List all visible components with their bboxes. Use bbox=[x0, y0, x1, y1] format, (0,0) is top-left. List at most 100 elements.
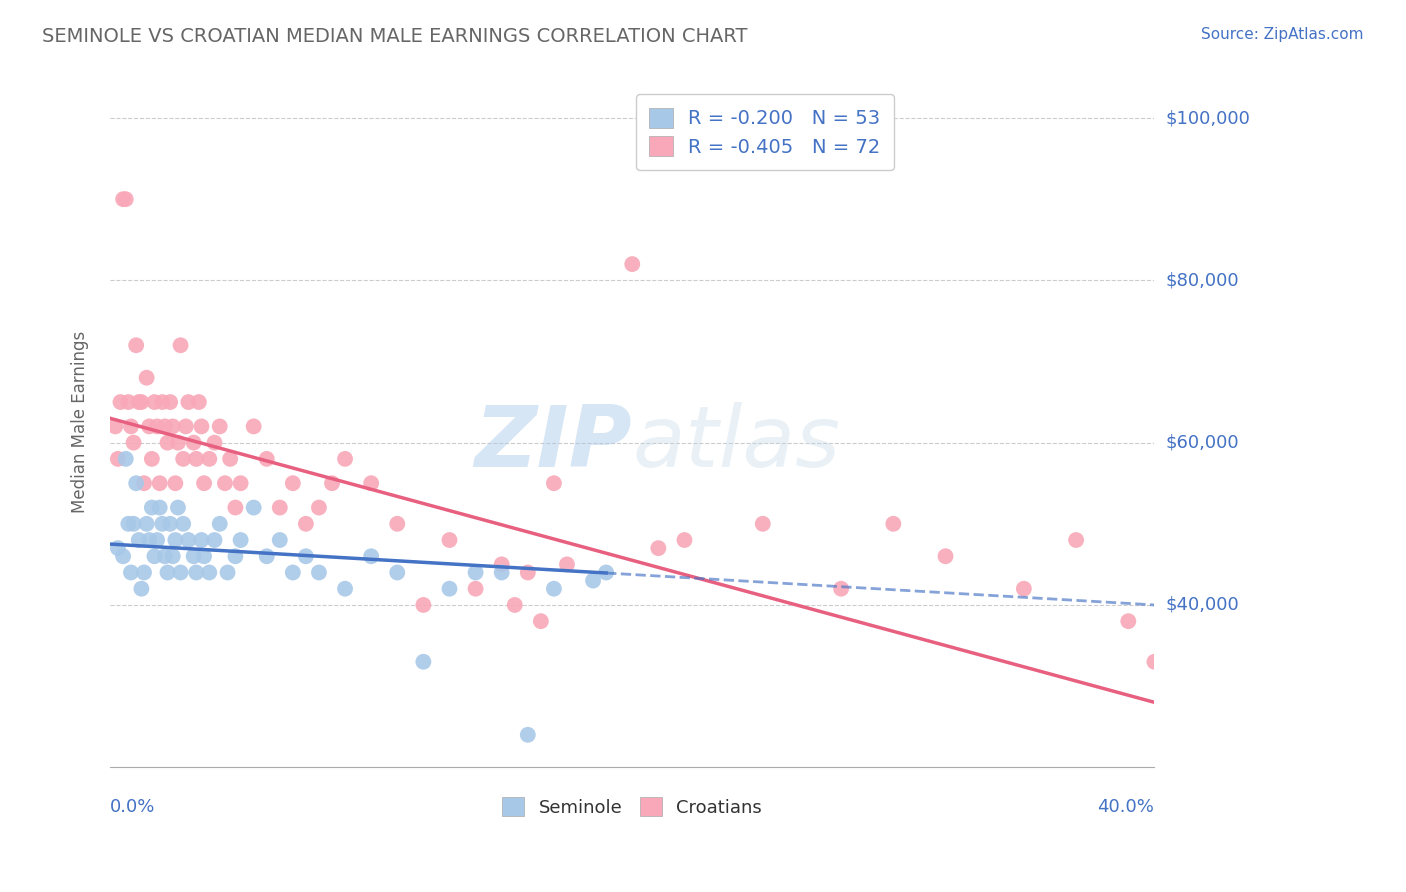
Legend: Seminole, Croatians: Seminole, Croatians bbox=[495, 790, 769, 824]
Point bbox=[114, 192, 136, 206]
Point bbox=[412, 598, 434, 612]
Point bbox=[516, 728, 538, 742]
Point bbox=[830, 582, 852, 596]
Point bbox=[186, 566, 208, 580]
Point bbox=[281, 566, 304, 580]
Point bbox=[269, 500, 291, 515]
Point bbox=[125, 476, 148, 491]
Point bbox=[112, 549, 135, 564]
Point bbox=[112, 192, 135, 206]
Text: $80,000: $80,000 bbox=[1166, 271, 1239, 289]
Point bbox=[412, 655, 434, 669]
Point bbox=[503, 598, 526, 612]
Point bbox=[256, 451, 278, 466]
Point bbox=[153, 419, 176, 434]
Text: Source: ZipAtlas.com: Source: ZipAtlas.com bbox=[1201, 27, 1364, 42]
Point bbox=[138, 533, 160, 547]
Text: 0.0%: 0.0% bbox=[110, 797, 156, 816]
Point bbox=[464, 582, 486, 596]
Point bbox=[1064, 533, 1087, 547]
Point bbox=[172, 516, 194, 531]
Point bbox=[107, 541, 129, 556]
Point bbox=[360, 476, 382, 491]
Point bbox=[183, 549, 205, 564]
Point bbox=[647, 541, 669, 556]
Point bbox=[491, 558, 513, 572]
Point bbox=[143, 549, 166, 564]
Point bbox=[333, 451, 356, 466]
Point bbox=[269, 533, 291, 547]
Point bbox=[146, 533, 169, 547]
Point bbox=[1143, 655, 1166, 669]
Point bbox=[387, 566, 409, 580]
Point bbox=[183, 435, 205, 450]
Point bbox=[208, 516, 231, 531]
Point bbox=[673, 533, 696, 547]
Point bbox=[117, 395, 139, 409]
Point bbox=[131, 582, 153, 596]
Point bbox=[162, 549, 184, 564]
Point bbox=[146, 419, 169, 434]
Point bbox=[162, 419, 184, 434]
Point bbox=[122, 516, 145, 531]
Point bbox=[621, 257, 644, 271]
Point bbox=[159, 516, 181, 531]
Point bbox=[439, 533, 461, 547]
Point bbox=[595, 566, 617, 580]
Point bbox=[229, 533, 252, 547]
Point bbox=[120, 419, 142, 434]
Point bbox=[143, 395, 166, 409]
Point bbox=[530, 614, 553, 628]
Point bbox=[132, 566, 155, 580]
Point bbox=[295, 549, 318, 564]
Point bbox=[464, 566, 486, 580]
Point bbox=[295, 516, 318, 531]
Point bbox=[555, 558, 578, 572]
Text: $40,000: $40,000 bbox=[1166, 596, 1239, 614]
Point bbox=[169, 338, 191, 352]
Point bbox=[177, 533, 200, 547]
Point bbox=[224, 549, 246, 564]
Point bbox=[169, 566, 191, 580]
Point bbox=[110, 395, 132, 409]
Point bbox=[198, 566, 221, 580]
Point bbox=[491, 566, 513, 580]
Point bbox=[882, 516, 904, 531]
Point bbox=[107, 451, 129, 466]
Point bbox=[308, 500, 330, 515]
Point bbox=[132, 476, 155, 491]
Point bbox=[159, 395, 181, 409]
Point bbox=[752, 516, 775, 531]
Text: ZIP: ZIP bbox=[475, 401, 633, 484]
Text: $100,000: $100,000 bbox=[1166, 109, 1250, 127]
Text: atlas: atlas bbox=[633, 401, 841, 484]
Point bbox=[125, 338, 148, 352]
Point bbox=[153, 549, 176, 564]
Point bbox=[935, 549, 957, 564]
Text: 40.0%: 40.0% bbox=[1098, 797, 1154, 816]
Point bbox=[242, 500, 264, 515]
Point bbox=[360, 549, 382, 564]
Point bbox=[308, 566, 330, 580]
Point bbox=[122, 435, 145, 450]
Point bbox=[156, 435, 179, 450]
Point bbox=[150, 395, 173, 409]
Point bbox=[150, 516, 173, 531]
Point bbox=[114, 451, 136, 466]
Point bbox=[214, 476, 236, 491]
Point bbox=[198, 451, 221, 466]
Point bbox=[135, 516, 157, 531]
Point bbox=[204, 435, 226, 450]
Point bbox=[149, 476, 172, 491]
Point bbox=[543, 582, 565, 596]
Point bbox=[177, 395, 200, 409]
Point bbox=[193, 549, 215, 564]
Point bbox=[242, 419, 264, 434]
Y-axis label: Median Male Earnings: Median Male Earnings bbox=[72, 331, 89, 514]
Point bbox=[186, 451, 208, 466]
Point bbox=[141, 451, 163, 466]
Point bbox=[281, 476, 304, 491]
Point bbox=[516, 566, 538, 580]
Point bbox=[543, 476, 565, 491]
Point bbox=[1116, 614, 1139, 628]
